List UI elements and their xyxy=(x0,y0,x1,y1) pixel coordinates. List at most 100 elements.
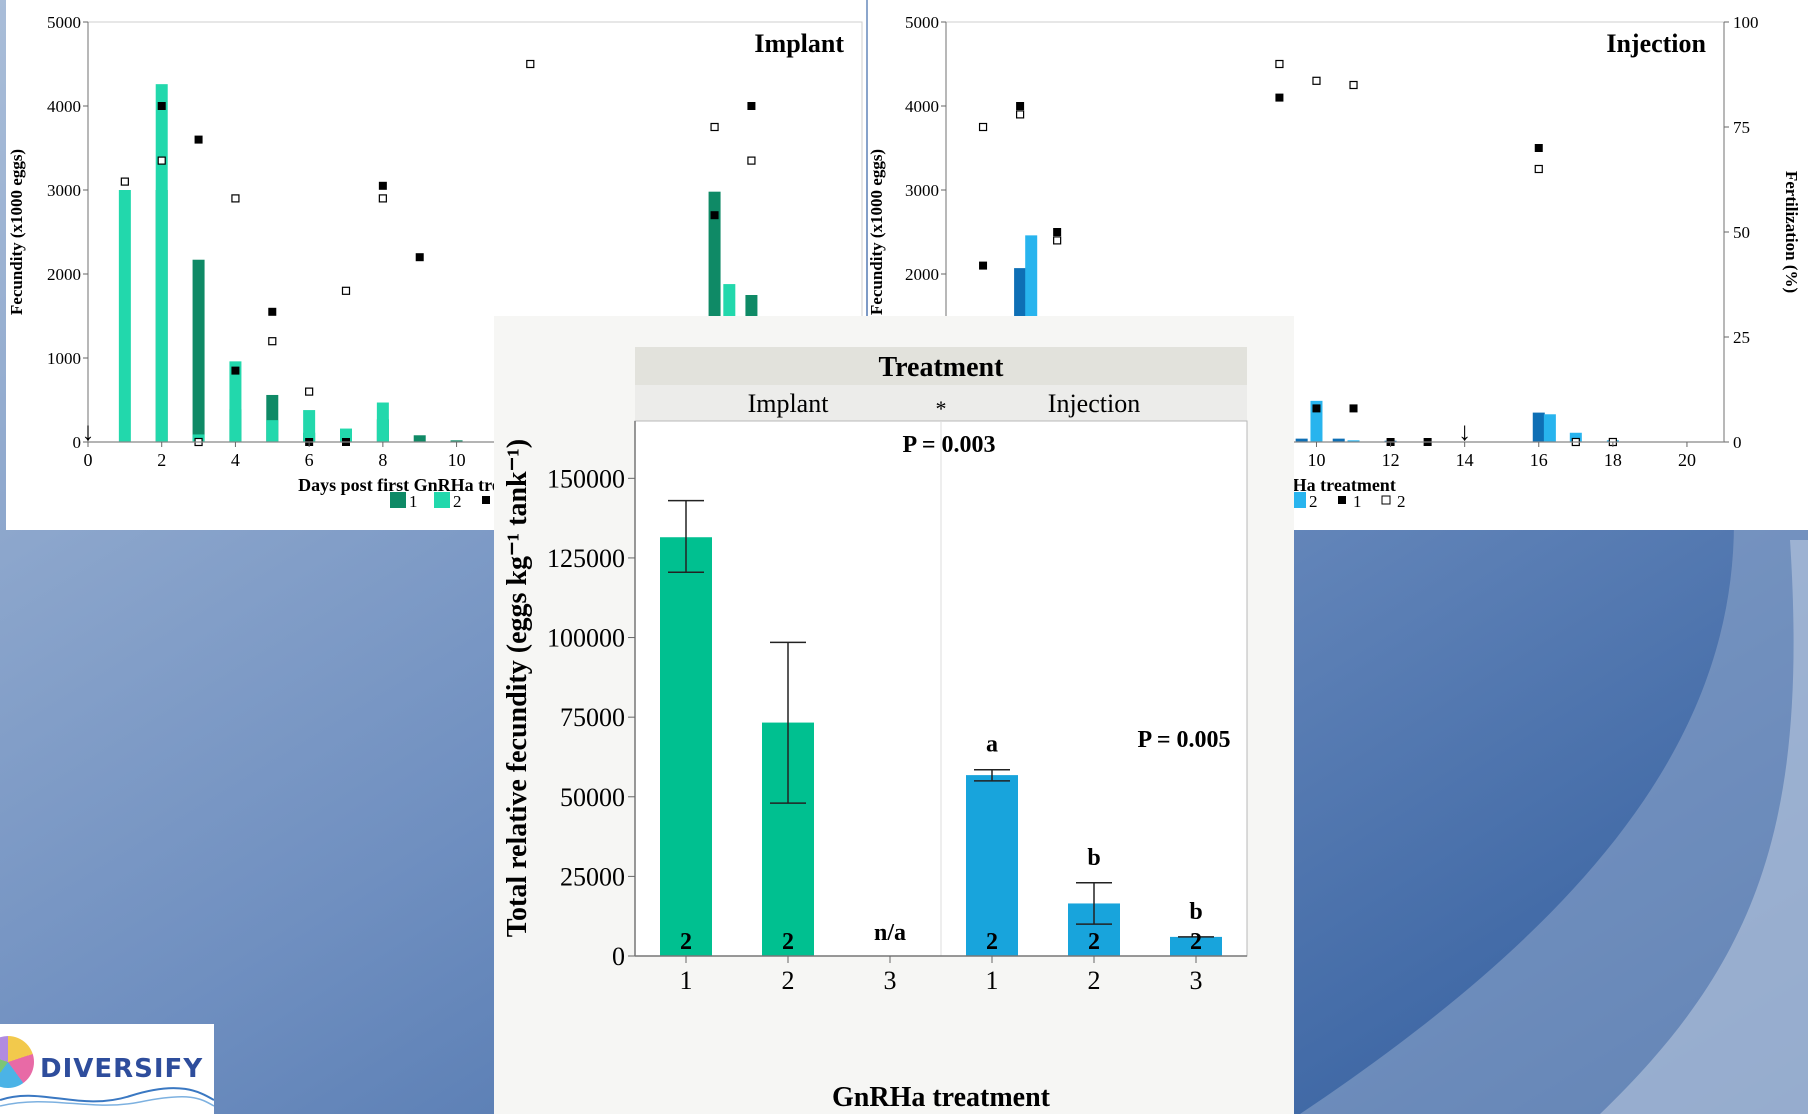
fertilization-point-series-2 xyxy=(231,194,240,203)
legend-label: 2 xyxy=(1309,492,1318,511)
y-tick-label: 50000 xyxy=(560,783,625,812)
sample-size-label: 2 xyxy=(1190,929,1202,955)
fertilization-point-series-2 xyxy=(157,156,166,165)
y-tick-label: 5000 xyxy=(905,13,939,32)
logo-mark-icon xyxy=(0,1036,34,1088)
logo-text: DIVERSIFY xyxy=(40,1054,204,1084)
group-separator: * xyxy=(936,396,947,421)
x-tick-label: 18 xyxy=(1604,450,1622,470)
p-value-treatment: P = 0.003 xyxy=(902,432,995,458)
x-tick-label: 20 xyxy=(1678,450,1696,470)
group-label-injection: Injection xyxy=(1048,389,1140,418)
fecundity-bar xyxy=(660,537,712,956)
x-tick-label: 8 xyxy=(378,450,387,470)
y-tick-label: 0 xyxy=(612,942,625,971)
diversify-logo: DIVERSIFY xyxy=(0,1024,214,1114)
legend-label: 2 xyxy=(453,492,462,511)
x-axis-title: GnRHa treatment xyxy=(832,1082,1051,1113)
fertilization-point-series-1 xyxy=(1349,404,1358,413)
x-tick-label: 3 xyxy=(1190,966,1203,995)
fertilization-point-series-2 xyxy=(1275,59,1284,69)
fecundity-bar-series-2 xyxy=(118,190,131,442)
sample-size-label: 2 xyxy=(986,929,998,955)
fecundity-bar-series-2 xyxy=(1347,440,1360,442)
fertilization-point-series-2 xyxy=(1534,164,1543,174)
x-tick-label: 14 xyxy=(1456,450,1474,470)
legend-swatch xyxy=(390,492,406,508)
x-tick-label: 2 xyxy=(782,966,795,995)
fecundity-bar-series-1 xyxy=(413,435,426,442)
x-tick-label: 2 xyxy=(1088,966,1101,995)
y-tick-label: 2000 xyxy=(905,265,939,284)
y-tick-label: 1000 xyxy=(47,349,81,368)
logo-wave-icon xyxy=(0,1087,214,1107)
fertilization-point-series-1 xyxy=(231,366,240,375)
fertilization-point-series-1 xyxy=(710,211,719,220)
x-axis-title: Days post first GnRHa treatment xyxy=(298,475,554,495)
x-tick-label: 16 xyxy=(1530,450,1548,470)
fertilization-point-series-2 xyxy=(1349,80,1358,90)
fecundity-bar-series-2 xyxy=(376,402,389,442)
fertilization-point-series-2 xyxy=(710,122,719,132)
treatment-header-bar xyxy=(635,347,1247,385)
y2-tick-label: 0 xyxy=(1733,433,1742,452)
fertilization-point-series-2 xyxy=(747,156,756,165)
y-tick-label: 2000 xyxy=(47,265,81,284)
fertilization-point-series-1 xyxy=(747,102,756,110)
y2-tick-label: 100 xyxy=(1733,13,1759,32)
y2-tick-label: 50 xyxy=(1733,223,1750,242)
x-tick-label: 1 xyxy=(986,966,999,995)
y-tick-label: 125000 xyxy=(547,544,625,573)
panel-title: Injection xyxy=(1606,29,1706,58)
y-axis-title: Fecundity (x1000 eggs) xyxy=(868,149,886,315)
y-tick-label: 4000 xyxy=(905,97,939,116)
fertilization-point-series-1 xyxy=(979,261,988,270)
fecundity-bar-series-1 xyxy=(1295,438,1308,442)
x-tick-label: 6 xyxy=(305,450,314,470)
y-tick-label: 4000 xyxy=(47,97,81,116)
sample-size-label: 2 xyxy=(1088,929,1100,955)
y-tick-label: 25000 xyxy=(560,862,625,891)
y-tick-label: 100000 xyxy=(547,624,625,653)
x-tick-label: 10 xyxy=(448,450,466,470)
x-tick-label: 1 xyxy=(680,966,693,995)
fecundity-bar-series-2 xyxy=(229,361,242,442)
fecundity-bar-series-1 xyxy=(1332,438,1345,442)
p-value-injection: P = 0.005 xyxy=(1137,727,1230,753)
y2-tick-label: 25 xyxy=(1733,328,1750,347)
significance-letter: b xyxy=(1189,899,1202,925)
fertilization-point-series-2 xyxy=(978,122,988,132)
y-tick-label: 150000 xyxy=(547,464,625,493)
y-tick-label: 3000 xyxy=(905,181,939,200)
y-tick-label: 3000 xyxy=(47,181,81,200)
group-label-implant: Implant xyxy=(748,389,830,418)
significance-letter: b xyxy=(1087,845,1100,871)
fecundity-bar-series-2 xyxy=(1569,432,1582,442)
fertilization-point-series-1 xyxy=(1053,228,1062,236)
fertilization-point-series-2 xyxy=(1015,110,1025,119)
fertilization-point-series-2 xyxy=(120,177,129,186)
legend-marker xyxy=(1381,495,1391,505)
legend-swatch xyxy=(434,492,450,508)
treatment-arrow-icon: ↓ xyxy=(82,417,95,446)
panel-title: Implant xyxy=(754,29,844,58)
total-fecundity-chart: Treatment Implant Injection * 2 2 n/a a 2 b 2 b… xyxy=(502,347,1248,1113)
y2-tick-label: 75 xyxy=(1733,118,1750,137)
legend-marker xyxy=(482,496,490,504)
sample-size-label: 2 xyxy=(782,929,794,955)
sample-size-label: n/a xyxy=(874,920,906,946)
fertilization-point-series-1 xyxy=(1275,93,1284,102)
fecundity-bar xyxy=(966,775,1018,956)
fertilization-point-series-1 xyxy=(1016,102,1025,110)
significance-letter: a xyxy=(986,732,998,758)
fertilization-point-series-1 xyxy=(415,253,424,262)
legend-label: 1 xyxy=(1353,492,1362,511)
fertilization-point-series-2 xyxy=(378,194,387,203)
fertilization-point-series-2 xyxy=(305,387,314,396)
group-header-bar xyxy=(635,385,1247,421)
y-tick-label: 0 xyxy=(73,433,82,452)
y-tick-label: 5000 xyxy=(47,13,81,32)
y-axis-title: Fecundity (x1000 eggs) xyxy=(7,149,26,315)
fecundity-bar-series-2 xyxy=(266,420,279,442)
fertilization-point-series-1 xyxy=(194,135,203,144)
